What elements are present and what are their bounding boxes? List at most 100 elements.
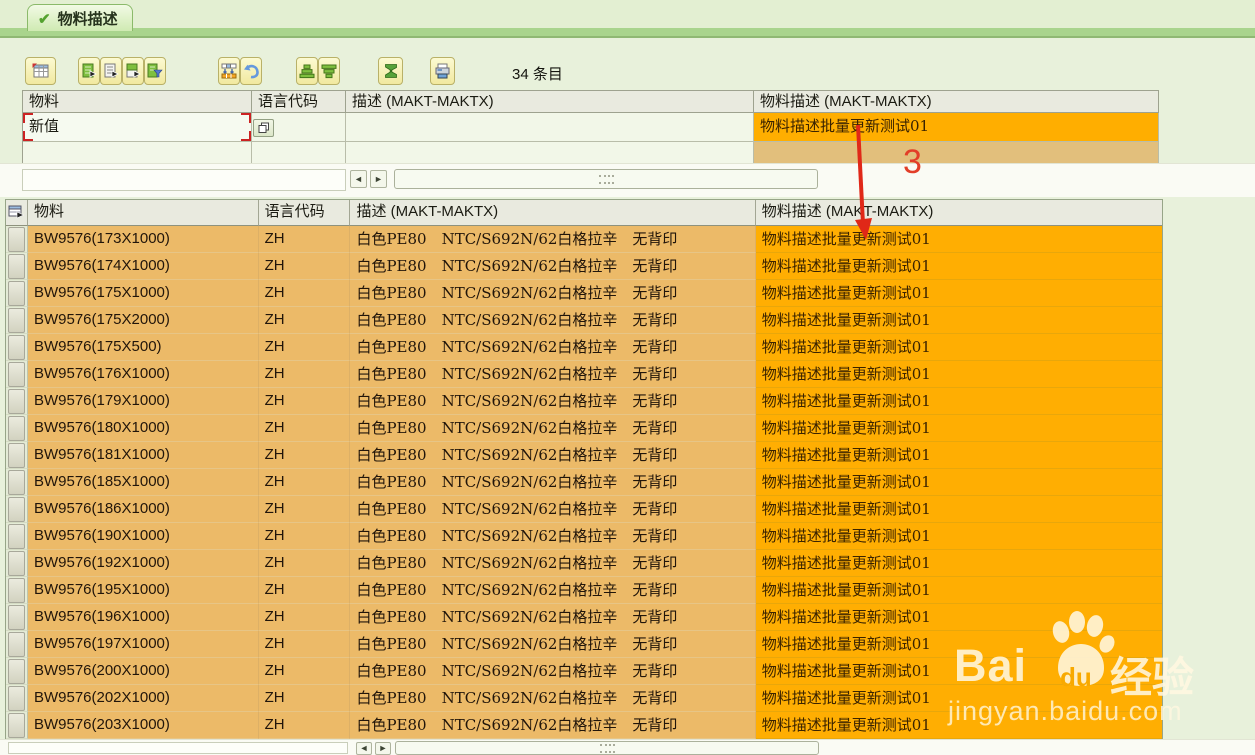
row-selector[interactable]: [6, 604, 28, 631]
row-select-button[interactable]: [7, 442, 25, 468]
material-description-cell[interactable]: 物料描述批量更新测试01: [755, 685, 1163, 712]
material-description-cell[interactable]: 物料描述批量更新测试01: [755, 280, 1163, 307]
row-select-button[interactable]: [7, 577, 25, 603]
row-select-button[interactable]: [7, 496, 25, 522]
material-cell[interactable]: BW9576(174X1000): [27, 253, 259, 280]
material-cell[interactable]: BW9576(195X1000): [27, 577, 259, 604]
multiple-values-button[interactable]: [253, 119, 274, 137]
description-cell[interactable]: 白色PE80 NTC/S692N/62白格拉辛 无背印: [350, 577, 756, 604]
row-selector[interactable]: [6, 685, 28, 712]
filter-header-description[interactable]: 描述 (MAKT-MAKTX): [346, 91, 754, 113]
description-cell[interactable]: 白色PE80 NTC/S692N/62白格拉辛 无背印: [350, 685, 756, 712]
row-selector[interactable]: [6, 307, 28, 334]
row-select-button[interactable]: [7, 604, 25, 630]
row-select-button[interactable]: [7, 658, 25, 684]
material-cell[interactable]: BW9576(192X1000): [27, 550, 259, 577]
language-cell[interactable]: ZH: [258, 658, 351, 685]
undo-button[interactable]: [240, 57, 262, 85]
row-selector[interactable]: [6, 550, 28, 577]
row-select-button[interactable]: [7, 685, 25, 711]
row-selector[interactable]: [6, 442, 28, 469]
material-cell[interactable]: BW9576(175X2000): [27, 307, 259, 334]
filter-empty-language[interactable]: [252, 142, 346, 164]
language-cell[interactable]: ZH: [258, 685, 351, 712]
language-cell[interactable]: ZH: [258, 307, 351, 334]
print-button[interactable]: [430, 57, 455, 85]
description-cell[interactable]: 白色PE80 NTC/S692N/62白格拉辛 无背印: [350, 496, 756, 523]
material-cell[interactable]: BW9576(200X1000): [27, 658, 259, 685]
description-cell[interactable]: 白色PE80 NTC/S692N/62白格拉辛 无背印: [350, 280, 756, 307]
row-selector[interactable]: [6, 496, 28, 523]
sort-descending-button[interactable]: [318, 57, 340, 85]
description-cell[interactable]: 白色PE80 NTC/S692N/62白格拉辛 无背印: [350, 604, 756, 631]
description-cell[interactable]: 白色PE80 NTC/S692N/62白格拉辛 无背印: [350, 307, 756, 334]
material-cell[interactable]: BW9576(173X1000): [27, 226, 259, 253]
description-cell[interactable]: 白色PE80 NTC/S692N/62白格拉辛 无背印: [350, 442, 756, 469]
filter-description-cell[interactable]: [346, 113, 754, 142]
material-cell[interactable]: BW9576(197X1000): [27, 631, 259, 658]
material-description-cell[interactable]: 物料描述批量更新测试01: [755, 415, 1163, 442]
material-cell[interactable]: BW9576(181X1000): [27, 442, 259, 469]
material-description-cell[interactable]: 物料描述批量更新测试01: [755, 604, 1163, 631]
material-description-cell[interactable]: 物料描述批量更新测试01: [755, 334, 1163, 361]
material-description-cell[interactable]: 物料描述批量更新测试01: [755, 523, 1163, 550]
select-block-button[interactable]: [78, 57, 100, 85]
row-select-button[interactable]: [7, 712, 25, 738]
table-scroll-left-button[interactable]: ◄: [356, 742, 372, 755]
material-description-cell[interactable]: 物料描述批量更新测试01: [755, 361, 1163, 388]
row-select-button[interactable]: [7, 388, 25, 414]
filter-empty-description[interactable]: [346, 142, 754, 164]
row-select-button[interactable]: [7, 415, 25, 441]
material-description-cell[interactable]: 物料描述批量更新测试01: [755, 469, 1163, 496]
scroll-left-button[interactable]: ◄: [350, 170, 367, 188]
row-selector[interactable]: [6, 631, 28, 658]
description-cell[interactable]: 白色PE80 NTC/S692N/62白格拉辛 无背印: [350, 550, 756, 577]
row-select-button[interactable]: [7, 307, 25, 333]
description-cell[interactable]: 白色PE80 NTC/S692N/62白格拉辛 无背印: [350, 712, 756, 739]
row-select-button[interactable]: [7, 280, 25, 306]
material-description-cell[interactable]: 物料描述批量更新测试01: [755, 253, 1163, 280]
description-cell[interactable]: 白色PE80 NTC/S692N/62白格拉辛 无背印: [350, 388, 756, 415]
description-cell[interactable]: 白色PE80 NTC/S692N/62白格拉辛 无背印: [350, 334, 756, 361]
sum-button[interactable]: [378, 57, 403, 85]
filter-empty-material-description[interactable]: [754, 142, 1159, 164]
row-selector[interactable]: [6, 523, 28, 550]
row-selector[interactable]: [6, 334, 28, 361]
row-selector[interactable]: [6, 280, 28, 307]
language-cell[interactable]: ZH: [258, 604, 351, 631]
material-cell[interactable]: BW9576(202X1000): [27, 685, 259, 712]
filter-button[interactable]: [144, 57, 166, 85]
material-cell[interactable]: BW9576(196X1000): [27, 604, 259, 631]
material-cell[interactable]: BW9576(180X1000): [27, 415, 259, 442]
description-cell[interactable]: 白色PE80 NTC/S692N/62白格拉辛 无背印: [350, 415, 756, 442]
row-select-button[interactable]: [7, 550, 25, 576]
language-cell[interactable]: ZH: [258, 280, 351, 307]
material-description-cell[interactable]: 物料描述批量更新测试01: [755, 658, 1163, 685]
column-header-material-description[interactable]: 物料描述 (MAKT-MAKTX): [755, 200, 1162, 226]
material-cell[interactable]: BW9576(203X1000): [27, 712, 259, 739]
new-value-input[interactable]: 新值: [23, 113, 252, 142]
table-scroll-right-button[interactable]: ►: [375, 742, 391, 755]
column-header-language[interactable]: 语言代码: [258, 200, 351, 226]
language-cell[interactable]: ZH: [258, 334, 351, 361]
language-cell[interactable]: ZH: [258, 469, 351, 496]
material-cell[interactable]: BW9576(179X1000): [27, 388, 259, 415]
sort-ascending-button[interactable]: [296, 57, 318, 85]
row-select-button[interactable]: [7, 469, 25, 495]
select-all-button[interactable]: [6, 200, 28, 226]
material-description-cell[interactable]: 物料描述批量更新测试01: [755, 496, 1163, 523]
row-selector[interactable]: [6, 658, 28, 685]
description-cell[interactable]: 白色PE80 NTC/S692N/62白格拉辛 无背印: [350, 253, 756, 280]
filter-header-material[interactable]: 物料: [23, 91, 252, 113]
language-cell[interactable]: ZH: [258, 361, 351, 388]
scroll-right-button[interactable]: ►: [370, 170, 387, 188]
material-description-cell[interactable]: 物料描述批量更新测试01: [755, 577, 1163, 604]
row-selector[interactable]: [6, 388, 28, 415]
language-cell[interactable]: ZH: [258, 712, 351, 739]
material-description-cell[interactable]: 物料描述批量更新测试01: [755, 388, 1163, 415]
row-select-button[interactable]: [7, 226, 25, 252]
column-header-material[interactable]: 物料: [27, 200, 259, 226]
language-cell[interactable]: ZH: [258, 253, 351, 280]
column-layout-button[interactable]: [218, 57, 240, 85]
select-row-button[interactable]: [100, 57, 122, 85]
